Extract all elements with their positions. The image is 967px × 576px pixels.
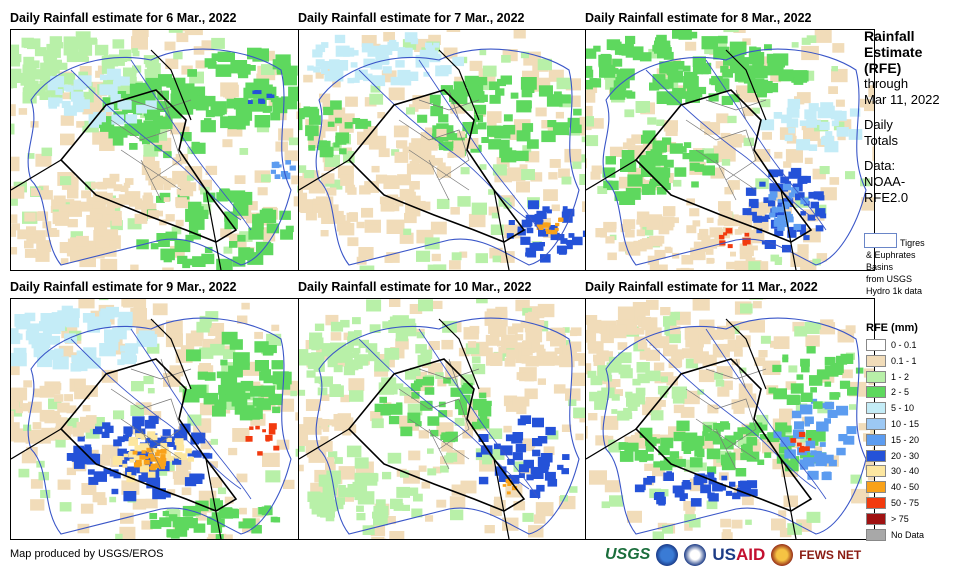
usaid-seal-icon — [684, 544, 707, 566]
legend-label: 30 - 40 — [891, 466, 920, 477]
map-panel-11-mar: Daily Rainfall estimate for 11 Mar., 202… — [585, 280, 875, 548]
basin-legend-swatch — [864, 233, 897, 248]
panel-title: Daily Rainfall estimate for 8 Mar., 2022 — [585, 11, 812, 25]
legend-item: 0.1 - 1 — [866, 353, 917, 369]
fews-net-sun-icon — [771, 544, 794, 566]
legend-title: RFE (mm) — [866, 322, 918, 334]
logo-strip: USGS USAID FEWS NET — [605, 540, 861, 570]
basin-label-3: Basins — [866, 262, 894, 272]
rainfall-map — [10, 298, 300, 540]
legend-label: 5 - 10 — [891, 403, 915, 414]
legend-item: > 75 — [866, 511, 909, 527]
legend-swatch — [866, 418, 886, 430]
map-panel-6-mar: Daily Rainfall estimate for 6 Mar., 2022 — [10, 11, 300, 279]
legend-label: 40 - 50 — [891, 482, 920, 493]
legend-item: 10 - 15 — [866, 416, 919, 432]
map-panel-8-mar: Daily Rainfall estimate for 8 Mar., 2022 — [585, 11, 875, 279]
legend-swatch — [866, 386, 886, 399]
legend-label: 0.1 - 1 — [891, 355, 917, 366]
fews-net-logo: FEWS NET — [799, 548, 862, 562]
sidebar-through: through — [864, 76, 909, 91]
panel-title: Daily Rainfall estimate for 7 Mar., 2022 — [298, 11, 525, 25]
sidebar-info: Rainfall Estimate (RFE) through Mar 11, … — [864, 28, 964, 206]
sidebar-totals: Totals — [864, 133, 898, 148]
sidebar-data: Data: — [864, 158, 896, 173]
credit-text: Map produced by USGS/EROS — [10, 548, 164, 560]
legend-item: 40 - 50 — [866, 479, 919, 495]
usaid-logo-text-a: US — [712, 545, 736, 564]
legend-label: 20 - 30 — [891, 450, 920, 461]
legend-swatch — [866, 354, 886, 367]
rainfall-map — [585, 29, 875, 271]
basin-label-4: from USGS — [866, 274, 913, 284]
legend-swatch — [866, 528, 886, 541]
panel-title: Daily Rainfall estimate for 10 Mar., 202… — [298, 280, 532, 294]
legend-item: 50 - 75 — [866, 495, 919, 511]
legend-item: 5 - 10 — [866, 400, 914, 416]
legend-label: 15 - 20 — [891, 434, 920, 445]
legend-item: 2 - 5 — [866, 384, 909, 400]
legend-label: No Data — [891, 529, 925, 540]
sidebar-title-line2: Estimate — [864, 44, 923, 60]
sidebar-source2: RFE2.0 — [864, 190, 909, 205]
legend-label: 2 - 5 — [891, 387, 910, 398]
rainfall-map — [298, 29, 588, 271]
legend-swatch — [866, 433, 886, 446]
sidebar-title-line3: (RFE) — [864, 60, 902, 76]
usaid-logo-text-b: AID — [735, 545, 766, 564]
legend-label: 10 - 15 — [891, 419, 920, 429]
legend-swatch — [866, 512, 886, 525]
legend-label: 0 - 0.1 — [891, 340, 917, 350]
sidebar-source1: NOAA- — [864, 174, 906, 189]
noaa-logo-icon — [656, 544, 679, 566]
sidebar-daily: Daily — [864, 117, 893, 132]
map-panel-10-mar: Daily Rainfall estimate for 10 Mar., 202… — [298, 280, 588, 548]
legend-label: > 75 — [891, 513, 909, 524]
map-panel-7-mar: Daily Rainfall estimate for 7 Mar., 2022 — [298, 11, 588, 279]
map-panel-9-mar: Daily Rainfall estimate for 9 Mar., 2022 — [10, 280, 300, 548]
legend-item: 0 - 0.1 — [866, 337, 917, 353]
legend-swatch — [866, 481, 886, 494]
panel-title: Daily Rainfall estimate for 6 Mar., 2022 — [10, 11, 237, 25]
legend-swatch — [866, 497, 886, 509]
rainfall-map — [298, 298, 588, 540]
legend-swatch — [866, 402, 886, 415]
basin-label-2: & Euphrates — [866, 250, 916, 260]
usaid-logo: USAID — [712, 545, 765, 565]
legend-item: 15 - 20 — [866, 432, 919, 448]
sidebar-date: Mar 11, 2022 — [864, 92, 940, 107]
sidebar-title-line1: Rainfall — [864, 28, 915, 44]
legend-swatch — [866, 465, 886, 478]
basin-label-5: Hydro 1k data — [866, 286, 923, 296]
legend-item: 30 - 40 — [866, 463, 919, 479]
legend-item: 1 - 2 — [866, 369, 909, 385]
legend-item: No Data — [866, 527, 924, 543]
legend-swatch — [866, 449, 886, 462]
legend-item: 20 - 30 — [866, 448, 919, 464]
rainfall-map — [10, 29, 300, 271]
basin-label-1: Tigres — [900, 238, 925, 248]
usgs-logo: USGS — [605, 546, 651, 563]
legend-label: 50 - 75 — [891, 498, 920, 508]
legend-label: 1 - 2 — [891, 371, 910, 382]
legend-swatch — [866, 339, 886, 351]
rainfall-map — [585, 298, 875, 540]
panel-title: Daily Rainfall estimate for 11 Mar., 202… — [585, 280, 818, 294]
legend-swatch — [866, 370, 886, 383]
panel-title: Daily Rainfall estimate for 9 Mar., 2022 — [10, 280, 237, 294]
